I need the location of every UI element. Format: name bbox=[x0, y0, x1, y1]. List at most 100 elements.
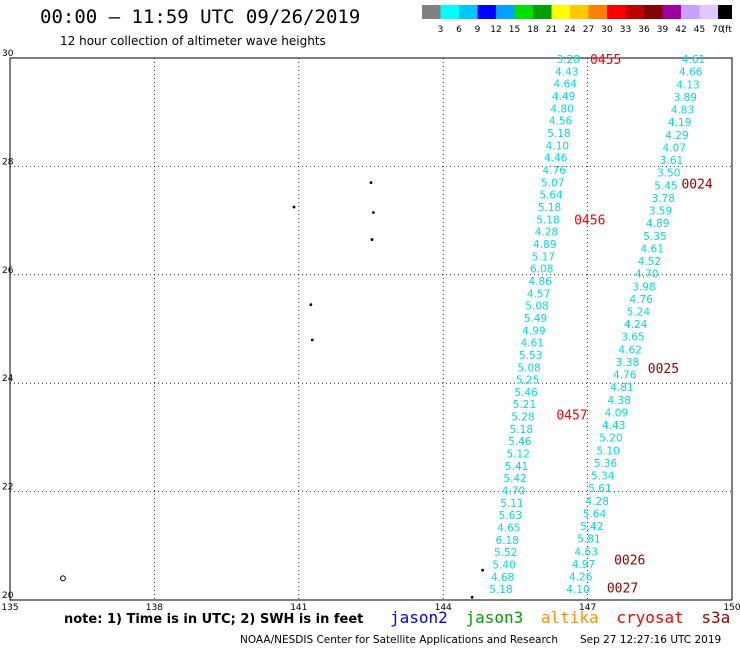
wave-height-value: 5.24 bbox=[627, 307, 651, 319]
lon-tick-label: 150 bbox=[723, 603, 740, 613]
wave-height-value: 5.28 bbox=[511, 412, 534, 424]
wave-height-value: 4.56 bbox=[549, 116, 573, 128]
generation-timestamp: Sep 27 12:27:16 UTC 2019 bbox=[580, 634, 722, 646]
island-marker bbox=[309, 303, 313, 307]
wave-height-value: 5.45 bbox=[654, 180, 677, 192]
wave-height-value: 5.49 bbox=[524, 313, 547, 325]
wave-height-value: 5.42 bbox=[503, 473, 526, 485]
scale-swatch bbox=[422, 5, 441, 19]
scale-swatch bbox=[570, 5, 589, 19]
wave-height-value: 4.70 bbox=[635, 269, 658, 281]
wave-height-value: 4.70 bbox=[502, 486, 525, 498]
scale-label: 15 bbox=[509, 25, 520, 35]
lat-tick-label: 22 bbox=[2, 483, 13, 493]
wave-height-value: 5.10 bbox=[597, 445, 620, 457]
island-marker bbox=[481, 568, 485, 572]
satellite-s3a: s3a bbox=[701, 608, 731, 627]
wave-height-value: 5.18 bbox=[538, 202, 561, 214]
satellite-legend: jason2 jason3 altika cryosat s3a bbox=[390, 608, 738, 627]
lon-tick-label: 147 bbox=[579, 603, 596, 613]
wave-height-value: 4.83 bbox=[671, 105, 694, 117]
wave-height-value: 5.08 bbox=[517, 362, 540, 374]
island-marker bbox=[470, 595, 474, 599]
wave-height-value: 5.42 bbox=[580, 521, 603, 533]
scale-swatch bbox=[514, 5, 533, 19]
satellite-altika: altika bbox=[540, 608, 599, 627]
wave-height-value: 6.18 bbox=[496, 535, 519, 547]
wave-height-value: 5.52 bbox=[494, 547, 517, 559]
wave-height-value: 4.07 bbox=[663, 142, 686, 154]
wave-height-value: 4.57 bbox=[527, 288, 550, 300]
lon-tick-label: 144 bbox=[435, 603, 452, 613]
wave-height-value: 5.64 bbox=[539, 190, 563, 202]
wave-height-value: 5.63 bbox=[499, 510, 522, 522]
wave-height-value: 5.34 bbox=[591, 471, 615, 483]
scale-label: 27 bbox=[583, 25, 594, 35]
wave-height-value: 4.61 bbox=[521, 338, 544, 350]
satellite-jason2: jason2 bbox=[390, 608, 448, 627]
lon-tick-label: 138 bbox=[146, 603, 163, 613]
wave-height-value: 5.61 bbox=[588, 483, 611, 495]
wave-height-value: 5.25 bbox=[516, 375, 539, 387]
wave-height-value: 3.50 bbox=[657, 168, 680, 180]
wave-height-value: 4.10 bbox=[566, 584, 589, 596]
wave-height-value: 5.46 bbox=[508, 436, 532, 448]
satellite-cryosat: cryosat bbox=[616, 608, 684, 627]
wave-height-value: 5.46 bbox=[514, 387, 538, 399]
wave-height-value: 4.89 bbox=[533, 239, 556, 251]
wave-height-value: 3.61 bbox=[660, 155, 683, 167]
lon-tick-label: 135 bbox=[1, 603, 18, 613]
scale-swatch bbox=[551, 5, 570, 19]
scale-label: 24 bbox=[564, 25, 576, 35]
satellite-jason3: jason3 bbox=[465, 608, 524, 627]
chart-title: 00:00 – 11:59 UTC 09/26/2019 bbox=[40, 6, 361, 28]
wave-height-value: 4.61 bbox=[641, 243, 664, 255]
scale-swatch bbox=[496, 5, 515, 19]
wave-height-value: 4.97 bbox=[572, 559, 595, 571]
scale-swatch bbox=[588, 5, 607, 19]
wave-height-value: 3.59 bbox=[649, 206, 672, 218]
wave-height-value: 4.80 bbox=[550, 103, 573, 115]
wave-height-value: 6.08 bbox=[530, 264, 553, 276]
wave-height-value: 5.21 bbox=[513, 399, 536, 411]
map-frame bbox=[9, 57, 733, 601]
scale-swatch bbox=[644, 5, 663, 19]
lat-tick-label: 20 bbox=[2, 591, 14, 601]
pass-time-label: 0455 bbox=[590, 53, 621, 68]
wave-height-value: 4.38 bbox=[608, 395, 631, 407]
lat-tick-label: 28 bbox=[2, 157, 14, 167]
wave-height-value: 3.89 bbox=[674, 92, 697, 104]
wave-height-value: 4.28 bbox=[535, 227, 558, 239]
lat-tick-label: 30 bbox=[2, 49, 14, 59]
island-marker bbox=[369, 181, 373, 185]
wave-height-value: 4.68 bbox=[491, 572, 514, 584]
wave-height-value: 5.12 bbox=[507, 449, 530, 461]
wave-height-value: 5.07 bbox=[541, 177, 564, 189]
wave-height-value: 4.13 bbox=[676, 79, 699, 91]
wave-height-value: 4.24 bbox=[624, 319, 648, 331]
scale-unit: (ft) bbox=[722, 25, 732, 35]
scale-label: 3 bbox=[438, 25, 444, 35]
atoll-marker bbox=[60, 575, 66, 582]
wave-height-value: 5.35 bbox=[643, 231, 666, 243]
wave-height-value: 3.65 bbox=[621, 332, 644, 344]
wave-height-value: 4.89 bbox=[646, 218, 669, 230]
scale-swatch bbox=[533, 5, 552, 19]
wave-height-value: 5.81 bbox=[577, 534, 600, 546]
scale-label: 33 bbox=[620, 25, 631, 35]
scale-swatch bbox=[681, 5, 700, 19]
scale-swatch bbox=[607, 5, 626, 19]
pass-time-label: 0456 bbox=[574, 214, 605, 229]
scale-label: 9 bbox=[475, 25, 481, 35]
wave-height-value: 5.36 bbox=[594, 458, 618, 470]
footer-note: note: 1) Time is in UTC; 2) SWH is in fe… bbox=[64, 612, 364, 627]
wave-height-value: 5.18 bbox=[536, 214, 559, 226]
wave-height-value: 4.49 bbox=[552, 91, 575, 103]
wave-height-value: 4.63 bbox=[575, 546, 598, 558]
wave-height-value: 4.10 bbox=[546, 140, 569, 152]
chart-subtitle: 12 hour collection of altimeter wave hei… bbox=[60, 34, 326, 48]
scale-label: 36 bbox=[638, 25, 650, 35]
wave-height-value: 4.62 bbox=[619, 344, 642, 356]
scale-label: 70 bbox=[712, 25, 724, 35]
